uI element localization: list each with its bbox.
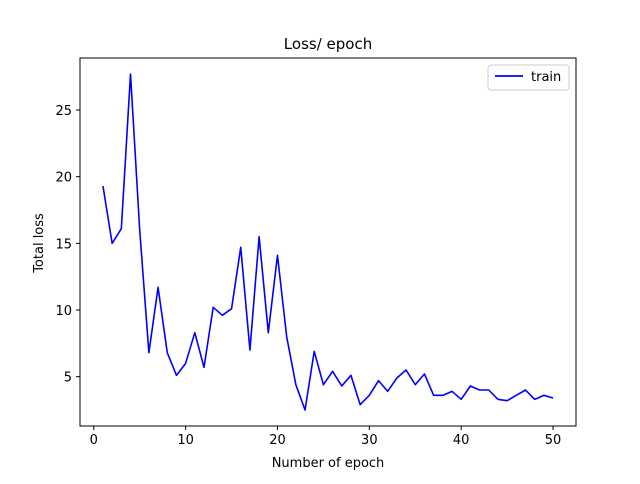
legend-box [487, 64, 570, 91]
y-tick-label: 10 [55, 304, 72, 319]
series-line-train [102, 73, 554, 411]
y-tick-label: 25 [55, 104, 72, 119]
plot-area: 0 10 20 30 40 50 5 10 15 20 25 [55, 57, 577, 448]
legend-label-train: train [531, 70, 561, 85]
x-tick-label: 20 [269, 433, 286, 448]
y-axis-label: Total loss [32, 213, 47, 274]
x-axis-label: Number of epoch [272, 456, 385, 471]
x-tick-label: 30 [361, 433, 378, 448]
y-tick-label: 15 [55, 237, 72, 252]
x-tick-label: 50 [545, 433, 562, 448]
x-tick-label: 10 [177, 433, 194, 448]
chart-title: Loss/ epoch [284, 35, 372, 53]
x-tick-label: 0 [90, 433, 98, 448]
legend: train [487, 64, 570, 91]
y-tick-label: 20 [55, 171, 72, 186]
axes-frame [79, 57, 577, 427]
y-tick-label: 5 [64, 371, 72, 386]
x-tick-label: 40 [453, 433, 470, 448]
